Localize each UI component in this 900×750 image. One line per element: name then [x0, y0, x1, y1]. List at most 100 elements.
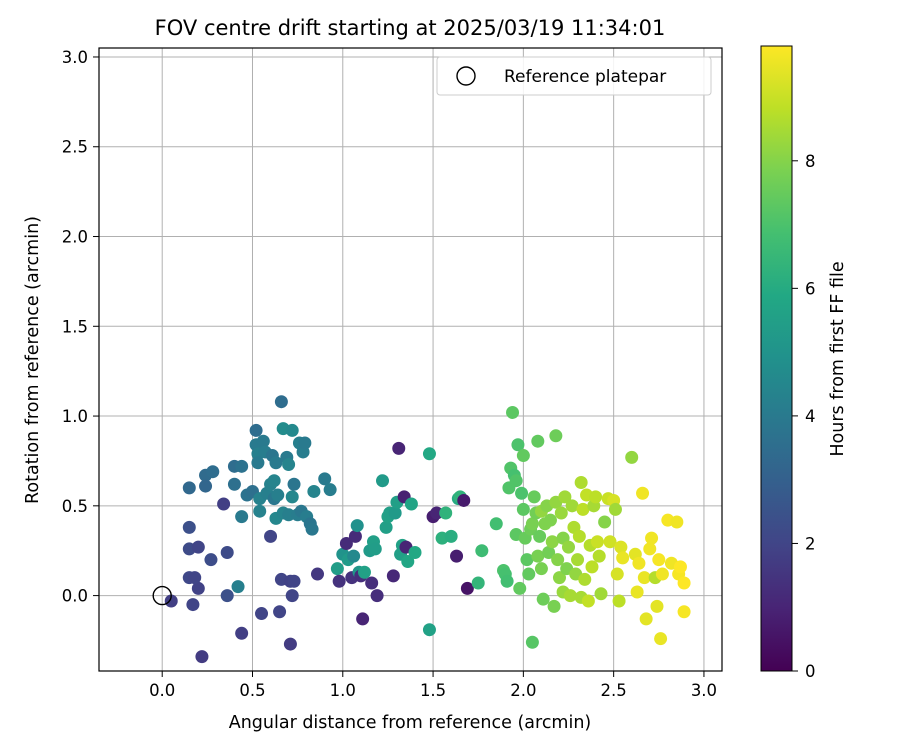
data-point — [188, 571, 202, 585]
data-point — [527, 490, 541, 504]
data-point — [422, 447, 436, 461]
data-point — [576, 502, 590, 516]
data-point — [500, 574, 514, 588]
data-point — [563, 589, 577, 603]
data-point — [509, 474, 523, 488]
data-point — [253, 504, 267, 518]
data-point — [182, 520, 196, 534]
data-point — [357, 565, 371, 579]
data-point — [612, 594, 626, 608]
data-point — [388, 506, 402, 520]
data-point — [542, 546, 556, 560]
data-point — [677, 605, 691, 619]
data-point — [460, 581, 474, 595]
data-point — [251, 456, 265, 470]
x-tick-label: 0.5 — [239, 681, 265, 700]
x-tick-label: 1.5 — [420, 681, 446, 700]
data-point — [368, 542, 382, 556]
data-point — [630, 585, 644, 599]
data-point — [608, 502, 622, 516]
data-point — [562, 540, 576, 554]
data-point — [581, 594, 595, 608]
data-point — [516, 502, 530, 516]
data-point — [370, 589, 384, 603]
colorbar-tick-label: 2 — [805, 534, 816, 553]
data-point — [444, 529, 458, 543]
data-point — [520, 553, 534, 567]
data-point — [654, 632, 668, 646]
data-point — [339, 537, 353, 551]
x-axis: 0.0 0.5 1.0 1.5 2.0 2.5 3.0 — [149, 671, 717, 700]
data-point — [515, 486, 529, 500]
colorbar-tick-label: 6 — [805, 279, 816, 298]
y-axis: 0.0 0.5 1.0 1.5 2.0 2.5 3.0 — [62, 48, 99, 606]
y-tick-label: 3.0 — [62, 48, 88, 67]
data-point — [589, 490, 603, 504]
data-point — [554, 506, 568, 520]
x-axis-label: Angular distance from reference (arcmin) — [229, 713, 592, 733]
data-point — [439, 506, 453, 520]
data-point — [547, 599, 561, 613]
data-point — [590, 535, 604, 549]
x-tick-label: 1.0 — [330, 681, 356, 700]
data-point — [235, 510, 249, 524]
data-point — [585, 560, 599, 574]
data-point — [636, 486, 650, 500]
data-point — [670, 515, 684, 529]
data-point — [285, 589, 299, 603]
data-point — [645, 531, 659, 545]
data-point — [195, 650, 209, 664]
data-point — [643, 542, 657, 556]
legend: Reference platepar — [436, 56, 712, 96]
data-point — [235, 459, 249, 473]
y-tick-label: 0.5 — [62, 497, 88, 516]
data-point — [282, 508, 296, 522]
data-point — [376, 474, 390, 488]
data-point — [269, 456, 283, 470]
colorbar-gradient — [760, 45, 793, 672]
data-point — [330, 562, 344, 576]
data-point — [603, 535, 617, 549]
data-point — [565, 499, 579, 513]
data-point — [450, 549, 464, 563]
data-point — [625, 450, 639, 464]
data-point — [677, 576, 691, 590]
data-point — [356, 612, 370, 626]
data-point — [531, 549, 545, 563]
data-point — [572, 529, 586, 543]
data-point — [164, 594, 178, 608]
data-point — [536, 592, 550, 606]
data-point — [598, 515, 612, 529]
y-tick-label: 1.0 — [62, 407, 88, 426]
data-point — [637, 571, 651, 585]
data-point — [220, 546, 234, 560]
plot-frame — [98, 47, 723, 672]
data-point — [365, 576, 379, 590]
data-point — [558, 490, 572, 504]
data-point — [531, 434, 545, 448]
data-point — [255, 607, 269, 621]
colorbar-ticks: 0 2 4 6 8 — [792, 152, 816, 681]
data-point — [574, 475, 588, 489]
data-point — [522, 567, 536, 581]
data-point — [307, 484, 321, 498]
data-point — [525, 635, 539, 649]
data-point — [220, 589, 234, 603]
data-point — [282, 458, 296, 472]
data-point — [204, 553, 218, 567]
data-point — [256, 434, 270, 448]
x-tick-label: 0.0 — [149, 681, 175, 700]
colorbar-label: Hours from first FF file — [828, 261, 848, 456]
data-point — [287, 477, 301, 491]
data-point — [182, 481, 196, 495]
data-point — [404, 497, 418, 511]
colorbar-tick-label: 4 — [805, 407, 816, 426]
data-point — [264, 529, 278, 543]
data-point — [323, 483, 337, 497]
data-point — [347, 549, 361, 563]
data-point — [186, 598, 200, 612]
data-point — [392, 441, 406, 455]
data-point — [408, 546, 422, 560]
data-point — [650, 599, 664, 613]
